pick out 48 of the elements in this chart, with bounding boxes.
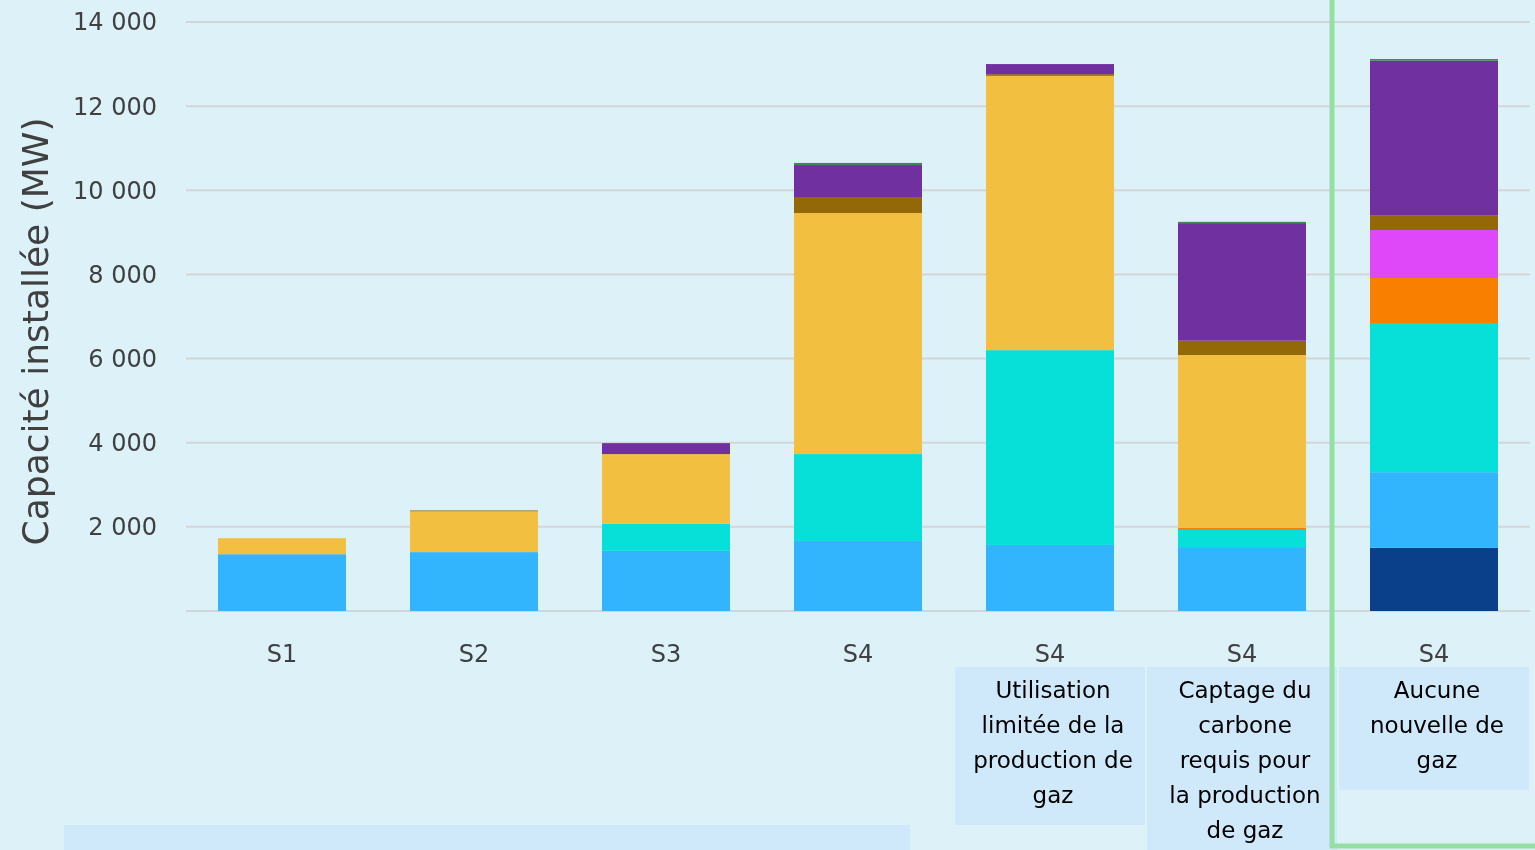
bar xyxy=(794,165,922,198)
bar xyxy=(1370,472,1498,548)
text: Captage du carbone requis pour la production de gaz xyxy=(1169,677,1321,843)
bar xyxy=(1370,547,1498,611)
bar xyxy=(1370,60,1498,216)
bar xyxy=(1178,355,1306,528)
y-tick-label: 14 000 xyxy=(73,8,157,37)
x-tick-label: S1 xyxy=(266,640,298,668)
bar xyxy=(602,550,730,611)
bar xyxy=(794,454,922,541)
bar xyxy=(1178,340,1306,355)
x-tick-label: S4 xyxy=(842,640,874,668)
text: Aucune nouvelle de gaz xyxy=(1370,677,1504,773)
x-tick-label: S2 xyxy=(458,640,490,668)
bar xyxy=(218,554,346,611)
y-tick-label: 6 000 xyxy=(88,344,157,373)
bar xyxy=(794,213,922,455)
y-tick-label: 2 000 xyxy=(88,513,157,542)
bar xyxy=(602,443,730,455)
bar xyxy=(602,523,730,551)
y-tick-label: 4 000 xyxy=(88,429,157,458)
bar xyxy=(1178,223,1306,341)
bar xyxy=(1370,323,1498,473)
bar xyxy=(986,75,1114,351)
y-tick-label: 12 000 xyxy=(73,92,157,121)
x-tick-label: S3 xyxy=(650,640,682,668)
bar xyxy=(1370,278,1498,324)
y-tick-label: 8 000 xyxy=(88,260,157,289)
bar xyxy=(602,454,730,524)
bar xyxy=(986,350,1114,545)
bar xyxy=(986,544,1114,611)
bar xyxy=(1178,547,1306,611)
bar xyxy=(986,64,1114,75)
bar xyxy=(1370,230,1498,278)
bar xyxy=(794,540,922,611)
x-tick-label: S4 xyxy=(1034,640,1066,668)
bar xyxy=(794,162,922,166)
y-tick-label: 10 000 xyxy=(73,176,157,205)
bar xyxy=(218,538,346,555)
bar xyxy=(1178,530,1306,548)
text: Utilisation limitée de la production de gaz xyxy=(973,677,1133,808)
bar xyxy=(794,197,922,213)
bar xyxy=(410,511,538,553)
bar xyxy=(410,552,538,611)
y-axis-title: Capacité installée (MW) xyxy=(15,117,56,546)
x-tick-label: S4 xyxy=(1418,640,1450,668)
bar xyxy=(1370,215,1498,231)
x-tick-label: S4 xyxy=(1226,640,1258,668)
